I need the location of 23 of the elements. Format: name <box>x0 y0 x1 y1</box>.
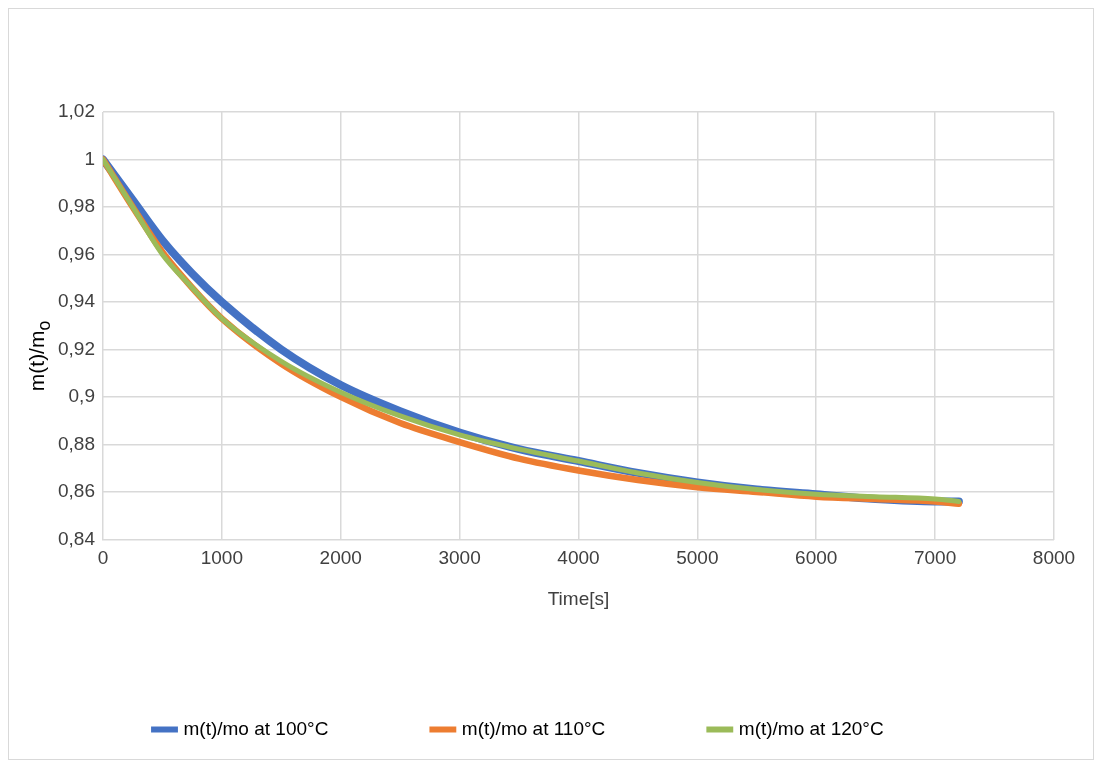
y-tick-label: 0,86 <box>58 480 95 502</box>
y-tick-label: 0,96 <box>58 242 95 264</box>
y-tick-label: 0,94 <box>58 290 96 312</box>
y-tick-label: 1 <box>84 147 95 169</box>
y-tick-label: 0,98 <box>58 195 95 217</box>
x-tick-label: 4000 <box>557 547 600 569</box>
x-axis-title: Time[s] <box>547 587 610 609</box>
y-tick-label: 0,92 <box>58 337 95 359</box>
y-tick-label: 1,02 <box>58 100 95 122</box>
x-tick-label: 1000 <box>200 547 243 569</box>
x-tick-label: 6000 <box>795 547 838 569</box>
x-tick-label: 5000 <box>676 547 719 569</box>
x-tick-label: 3000 <box>438 547 481 569</box>
x-tick-label: 0 <box>97 547 109 569</box>
x-tick-label: 7000 <box>913 547 957 569</box>
y-tick-label: 0,88 <box>58 432 95 454</box>
legend-label: m(t)/mo at 120°C <box>738 717 884 739</box>
y-tick-label: 0,84 <box>58 527 96 549</box>
y-tick-label: 0,9 <box>68 385 95 407</box>
x-tick-label: 8000 <box>1032 547 1076 569</box>
x-tick-label: 2000 <box>319 547 362 569</box>
legend-label: m(t)/mo at 110°C <box>461 717 606 739</box>
legend-label: m(t)/mo at 100°C <box>183 717 329 739</box>
